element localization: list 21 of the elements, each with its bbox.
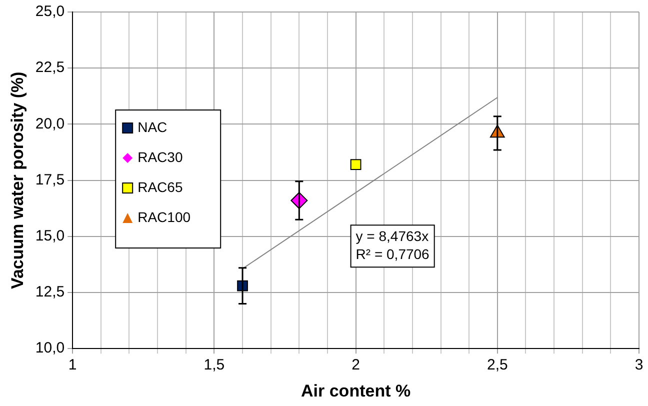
x-tick-label: 2,5 bbox=[486, 356, 508, 374]
y-tick-label: 22,5 bbox=[35, 59, 65, 76]
y-tick-label: 25,0 bbox=[35, 3, 65, 20]
point bbox=[350, 159, 362, 170]
legend-label: NAC bbox=[138, 118, 168, 135]
legend-label: RAC65 bbox=[138, 178, 183, 195]
annotation: y = 8,4763x bbox=[356, 228, 429, 244]
y-tick-label: 17,5 bbox=[35, 171, 65, 188]
x-tick-label: 2 bbox=[352, 356, 360, 374]
x-tick-label: 3 bbox=[634, 356, 644, 374]
y-axis-title: Vacuum water porosity (%) bbox=[8, 72, 27, 289]
x-tick-label: 1 bbox=[68, 356, 77, 374]
annotation: R² = 0,7706 bbox=[356, 246, 430, 262]
legend-label: RAC100 bbox=[138, 208, 191, 225]
y-tick-label: 15,0 bbox=[35, 228, 65, 245]
y-tick-label: 10,0 bbox=[35, 340, 65, 357]
y-tick-label: 20,0 bbox=[35, 115, 65, 132]
x-axis-title: Air content % bbox=[301, 381, 411, 400]
legend-label: RAC30 bbox=[138, 148, 183, 165]
x-tick-label: 1,5 bbox=[204, 356, 225, 374]
y-tick-label: 12,5 bbox=[35, 284, 65, 301]
